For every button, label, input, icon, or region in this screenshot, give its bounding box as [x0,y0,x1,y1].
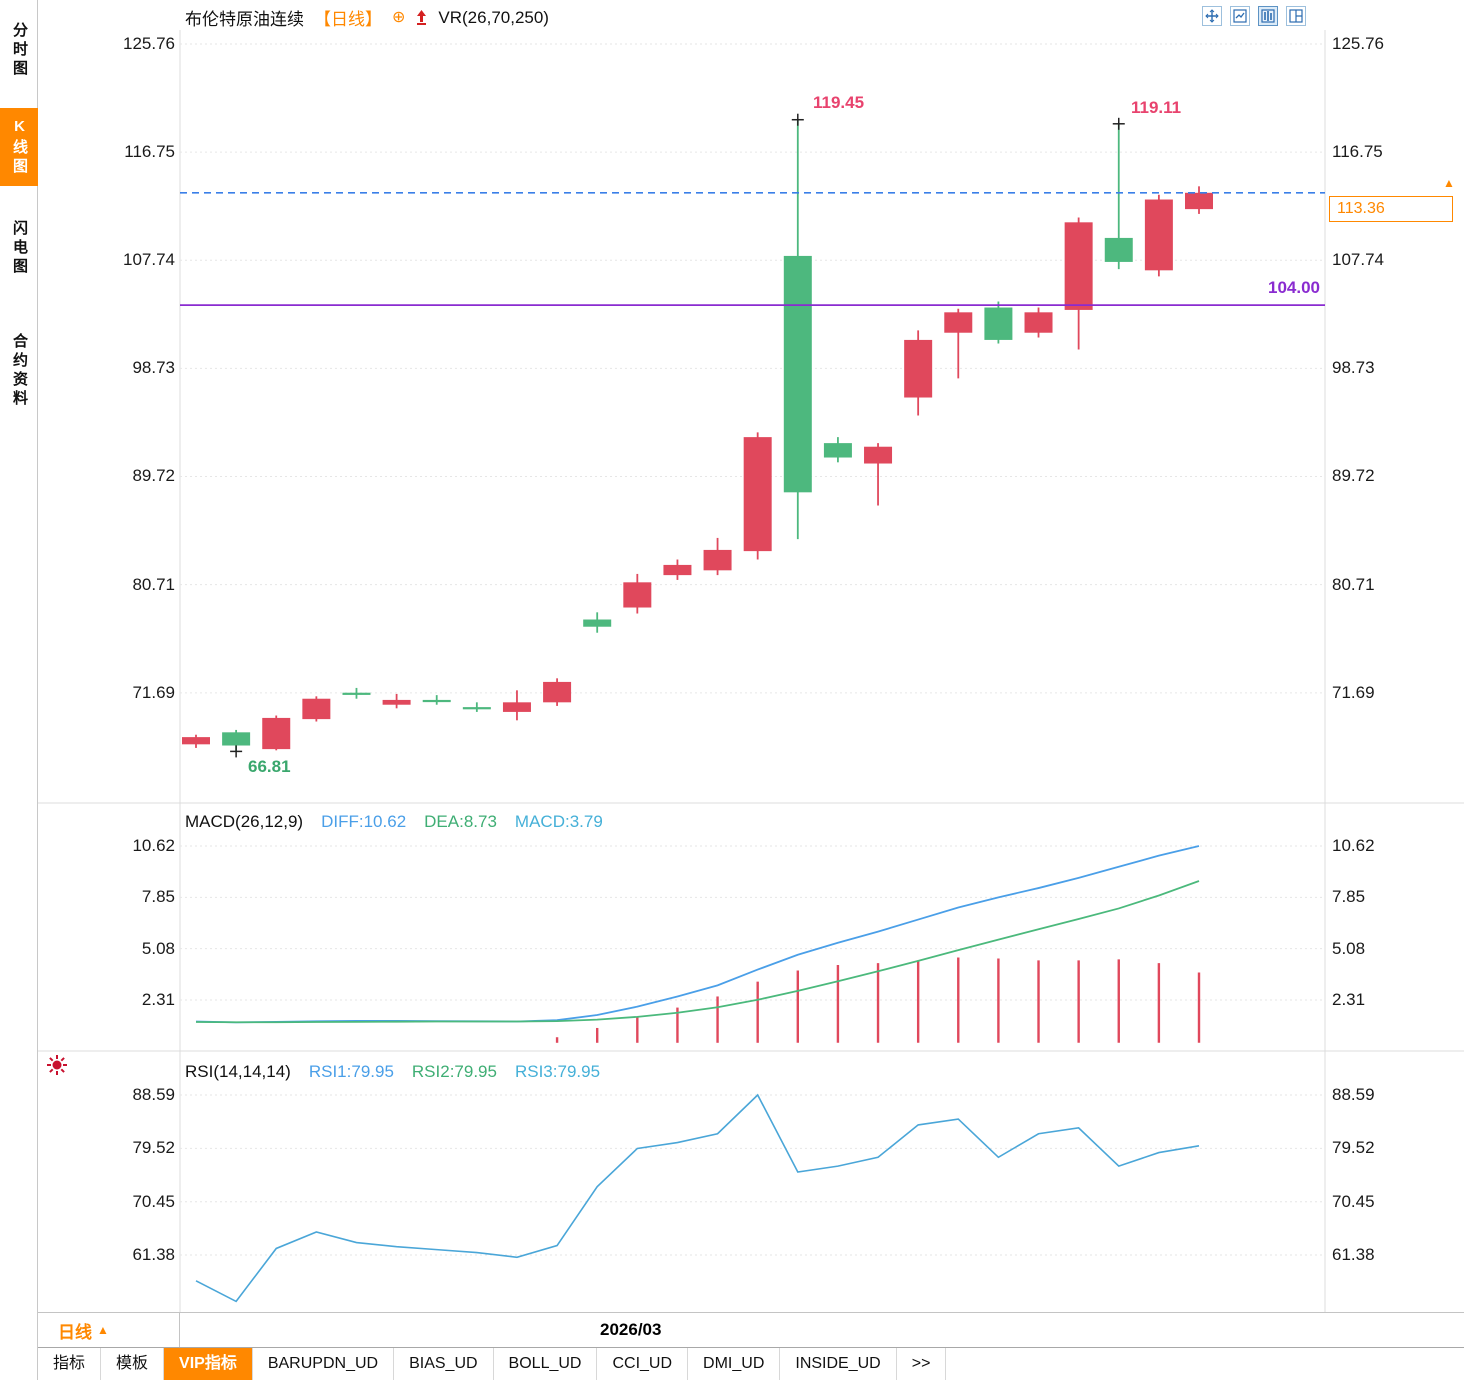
kline-chart-icon[interactable] [1258,6,1278,26]
macd-dea-value: DEA:8.73 [424,812,497,831]
axis-tick-label: 125.76 [123,34,175,53]
axis-tick-label: 88.59 [1332,1085,1375,1104]
sidebar-tab-label: 分时图 [11,21,28,79]
axis-tick-label: 98.73 [132,358,175,378]
support-line-label: 104.00 [1268,278,1320,297]
price-up-arrow-icon: ▲ [1443,176,1455,190]
axis-tick-label: 80.71 [132,574,175,594]
sidebar-tab-label: 合约资料 [11,333,28,409]
bottom-tab-inside-ud[interactable]: INSIDE_UD [780,1348,897,1380]
circled-plus-icon[interactable]: ⊕ [392,8,406,26]
axis-tick-label: 89.72 [1332,466,1375,486]
macd-diff-value: DIFF:10.62 [321,812,407,831]
axis-tick-label: 2.31 [141,989,175,1009]
chart-footer-row: 日线 ▲ 2026/03 [38,1312,1464,1347]
bottom-tab-bias-ud[interactable]: BIAS_UD [394,1348,494,1380]
axis-tick-label: 79.52 [1332,1138,1375,1158]
bottom-tab-boll-ud[interactable]: BOLL_UD [494,1348,598,1380]
rsi2-value: RSI2:79.95 [411,1062,497,1081]
axis-tick-label: 5.08 [141,938,175,958]
axis-tick-label: 107.74 [123,250,175,270]
axis-tick-label: 61.38 [1332,1245,1375,1265]
bottom-tab-more[interactable]: >> [897,1348,947,1380]
axis-tick-label: 2.31 [1332,989,1366,1009]
period-label: 日线 [58,1322,92,1342]
price-annotation-high-1: 119.45 [813,93,865,112]
axis-tick-label: 125.76 [1332,34,1384,53]
sidebar-tab-contract-info[interactable]: 合约资料 [0,312,38,430]
axis-tick-label: 71.69 [132,682,175,702]
axis-tick-label: 5.08 [1332,938,1366,958]
x-axis-date-label: 2026/03 [600,1320,662,1339]
axis-tick-label: 89.72 [132,466,175,486]
rsi-header: RSI(14,14,14) RSI1:79.95 RSI2:79.95 RSI3… [185,1062,600,1082]
sidebar-tab-label: 闪电图 [11,219,28,277]
axis-tick-label: 80.71 [1332,574,1375,594]
axis-tick-label: 116.75 [1332,142,1383,162]
bottom-tab-vip-indicators[interactable]: VIP指标 [164,1348,253,1380]
axis-tick-label: 70.45 [1332,1191,1375,1211]
period-tag[interactable]: 【日线】 [314,10,382,29]
hot-indicator-sun-icon[interactable] [46,1054,68,1081]
axis-tick-label: 88.59 [132,1085,175,1104]
bottom-tab-indicators[interactable]: 指标 [38,1348,102,1380]
bottom-tab-cci-ud[interactable]: CCI_UD [597,1348,689,1380]
last-price-box: 113.36 [1329,196,1453,222]
rsi1-value: RSI1:79.95 [308,1062,394,1081]
price-annotation-low: 66.81 [248,757,291,776]
price-annotation-high-2: 119.11 [1131,98,1182,117]
sidebar-tab-time-chart[interactable]: 分时图 [0,6,38,94]
axis-tick-label: 71.69 [1332,682,1375,702]
axis-tick-label: 79.52 [132,1138,175,1158]
macd-header: MACD(26,12,9) DIFF:10.62 DEA:8.73 MACD:3… [185,812,603,832]
bottom-tab-dmi-ud[interactable]: DMI_UD [688,1348,781,1380]
rsi-label[interactable]: RSI(14,14,14) [185,1062,291,1081]
macd-value: MACD:3.79 [514,812,603,831]
instrument-title: 布伦特原油连续 [185,10,304,29]
chart-header: 布伦特原油连续 【日线】 ⊕ VR(26,70,250) [185,5,549,30]
rsi3-value: RSI3:79.95 [514,1062,601,1081]
period-selector[interactable]: 日线 ▲ [38,1313,180,1347]
axis-tick-label: 98.73 [1332,358,1375,378]
sidebar-tab-label: K线图 [11,117,28,177]
axis-tick-label: 7.85 [141,887,175,907]
axis-tick-label: 116.75 [124,142,175,162]
period-up-arrow-icon: ▲ [97,1323,109,1337]
vr-indicator-label: VR(26,70,250) [438,7,549,27]
sidebar-tab-kline-chart[interactable]: K线图 [0,108,38,186]
bottom-tab-templates[interactable]: 模板 [101,1348,165,1380]
chart-layout-toolbar [1202,6,1306,26]
bottom-tab-bar: 指标 模板 VIP指标 BARUPDN_UD BIAS_UD BOLL_UD CCI_UD D… [38,1347,1464,1380]
line-chart-icon[interactable] [1230,6,1250,26]
buy-signal-arrow-icon [415,9,428,26]
axis-tick-label: 70.45 [132,1191,175,1211]
bottom-tab-barupdn-ud[interactable]: BARUPDN_UD [253,1348,395,1380]
axis-tick-label: 107.74 [1332,250,1384,270]
axis-tick-label: 10.62 [1332,836,1375,855]
left-sidebar: 分时图 K线图 闪电图 合约资料 [0,0,38,1380]
crosshair-icon[interactable] [1202,6,1222,26]
macd-label[interactable]: MACD(26,12,9) [185,812,304,831]
split-pane-icon[interactable] [1286,6,1306,26]
axis-tick-label: 61.38 [132,1245,175,1265]
axis-tick-label: 10.62 [132,836,175,855]
sidebar-tab-flash-chart[interactable]: 闪电图 [0,202,38,294]
axis-tick-label: 7.85 [1332,887,1366,907]
